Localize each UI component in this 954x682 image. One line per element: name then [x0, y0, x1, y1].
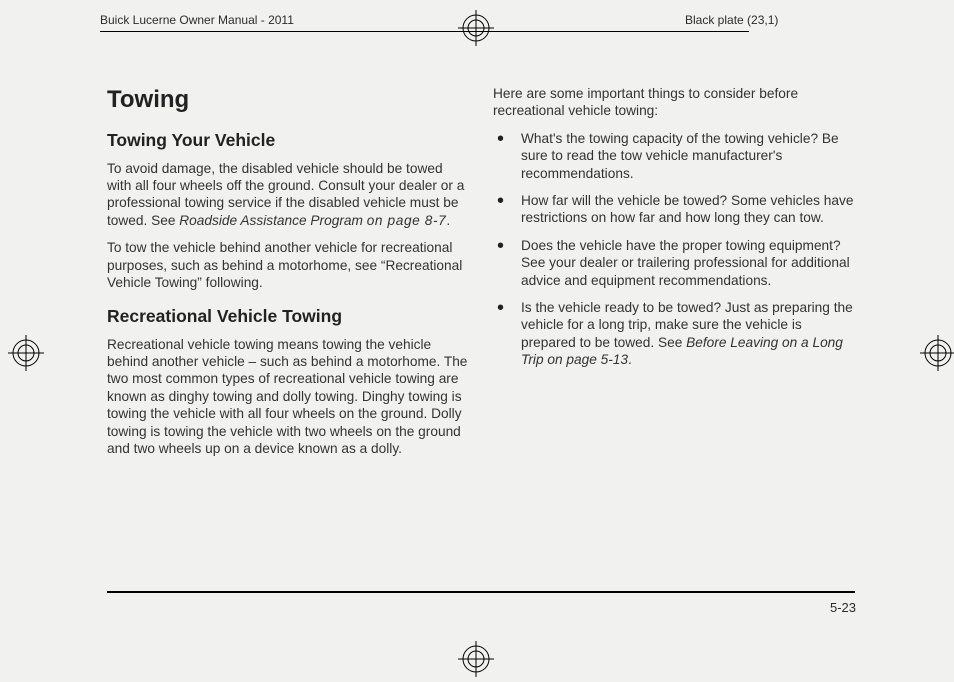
para-towing-1: To avoid damage, the disabled vehicle sh…: [107, 160, 469, 230]
header-right-label: Black plate (23,1): [685, 13, 778, 27]
heading-recreational-vehicle-towing: Recreational Vehicle Towing: [107, 305, 469, 327]
xref-roadside-assistance: Roadside Assistance Program: [179, 213, 366, 228]
heading-towing: Towing: [107, 85, 469, 115]
registration-mark-bottom-icon: [458, 641, 494, 677]
para-towing-2: To tow the vehicle behind another vehicl…: [107, 239, 469, 291]
header-rule: [100, 31, 749, 32]
considerations-list: What's the towing capacity of the towing…: [493, 130, 855, 369]
page-number: 5-23: [830, 600, 856, 615]
registration-mark-left-icon: [8, 335, 44, 371]
list-item: Is the vehicle ready to be towed? Just a…: [521, 299, 855, 369]
left-column: Towing Towing Your Vehicle To avoid dama…: [107, 85, 469, 467]
list-item: What's the towing capacity of the towing…: [521, 130, 855, 182]
heading-towing-your-vehicle: Towing Your Vehicle: [107, 129, 469, 151]
para-rvt-1: Recreational vehicle towing means towing…: [107, 336, 469, 458]
list-item: Does the vehicle have the proper towing …: [521, 237, 855, 289]
registration-mark-right-icon: [920, 335, 954, 371]
footer-rule: [107, 591, 855, 593]
registration-mark-top-icon: [458, 10, 494, 46]
para-rvt-intro: Here are some important things to consid…: [493, 85, 855, 120]
right-column: Here are some important things to consid…: [493, 85, 855, 467]
header-left-label: Buick Lucerne Owner Manual - 2011: [100, 13, 294, 27]
list-item: How far will the vehicle be towed? Some …: [521, 192, 855, 227]
